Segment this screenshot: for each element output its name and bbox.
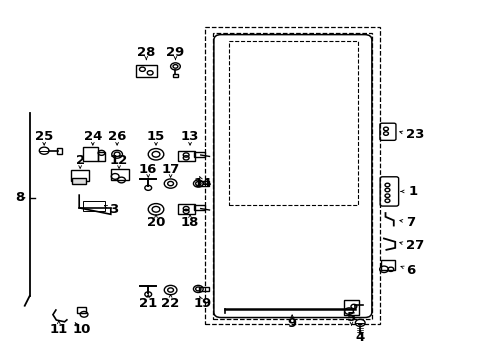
Text: 2: 2	[76, 154, 84, 167]
Text: 24: 24	[83, 130, 102, 143]
Text: 10: 10	[72, 323, 91, 336]
Text: 21: 21	[139, 297, 157, 310]
Text: 22: 22	[161, 297, 180, 310]
Bar	[380, 260, 394, 270]
Text: 5: 5	[346, 311, 355, 324]
Text: 14: 14	[194, 177, 212, 190]
Text: 17: 17	[161, 163, 180, 176]
Bar	[98, 152, 105, 161]
Bar	[199, 181, 209, 186]
Text: 18: 18	[181, 216, 199, 229]
Bar	[194, 205, 204, 210]
Text: 28: 28	[137, 46, 155, 59]
Bar	[199, 287, 209, 291]
Bar	[72, 178, 86, 184]
Text: 7: 7	[405, 216, 414, 229]
Text: 20: 20	[146, 216, 165, 229]
Text: 16: 16	[139, 163, 157, 176]
Text: 4: 4	[355, 332, 364, 345]
Text: 15: 15	[146, 130, 165, 143]
Bar	[77, 307, 86, 313]
Text: 25: 25	[35, 130, 53, 143]
Text: 9: 9	[287, 317, 296, 330]
Text: 1: 1	[408, 185, 417, 198]
Bar	[177, 151, 194, 161]
Bar	[83, 148, 98, 161]
Text: 8: 8	[15, 192, 24, 204]
Bar	[111, 169, 129, 180]
Text: 11: 11	[50, 323, 68, 336]
Text: 23: 23	[405, 128, 424, 141]
Bar	[194, 152, 204, 157]
Text: 3: 3	[109, 203, 118, 216]
Text: 27: 27	[405, 239, 423, 252]
Text: 26: 26	[108, 130, 126, 143]
Bar	[177, 204, 194, 214]
Bar	[172, 74, 178, 77]
Text: 29: 29	[166, 46, 184, 59]
Text: 19: 19	[194, 297, 212, 310]
Text: 13: 13	[181, 130, 199, 143]
Bar	[71, 170, 89, 181]
Bar	[228, 41, 357, 205]
Bar	[82, 201, 104, 211]
Text: 12: 12	[110, 154, 128, 167]
Bar	[343, 300, 359, 315]
Text: 6: 6	[405, 264, 414, 276]
Bar	[57, 148, 62, 154]
